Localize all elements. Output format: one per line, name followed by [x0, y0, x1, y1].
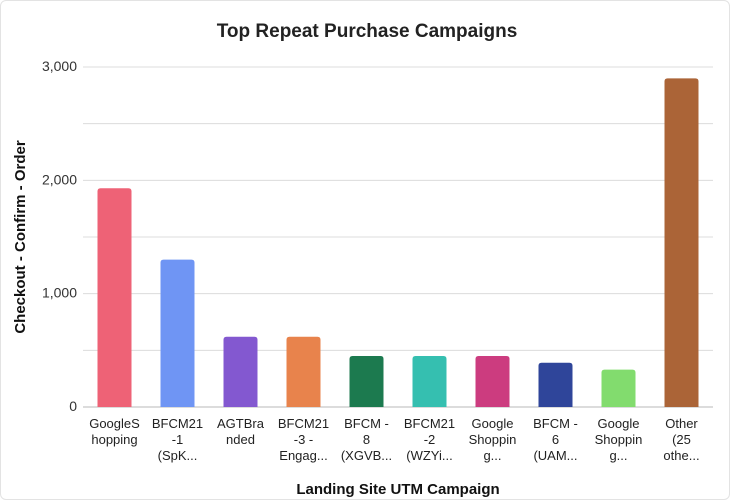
x-category-label: BFCM -6 (UAM...: [533, 416, 578, 463]
y-tick-label: 1,000: [42, 285, 77, 301]
x-category-label: Google Shoppin g...: [595, 416, 643, 463]
y-tick-label: 0: [69, 398, 77, 414]
bar[interactable]: [601, 369, 636, 407]
y-axis-ticks: 0 1,000 2,000 3,000: [42, 58, 77, 414]
x-category-label: Other (25 othe...: [663, 416, 699, 463]
x-category-label: AGTBra nded: [217, 416, 265, 447]
bar[interactable]: [286, 336, 321, 407]
x-category-label: Google Shoppin g...: [469, 416, 517, 463]
y-tick-label: 2,000: [42, 171, 77, 187]
bars: [97, 78, 699, 407]
bar[interactable]: [223, 336, 258, 407]
bar[interactable]: [160, 259, 195, 407]
x-category-label: BFCM -8 (XGVB...: [341, 416, 392, 463]
x-axis-categories: GoogleS hopping BFCM21 -1 (SpK... AGTBra nded B…: [89, 416, 699, 463]
bar[interactable]: [538, 362, 573, 407]
y-tick-label: 3,000: [42, 58, 77, 74]
x-axis-title: Landing Site UTM Campaign: [296, 481, 499, 498]
x-category-label: BFCM21 -2 (WZYi...: [404, 416, 455, 463]
bar[interactable]: [412, 356, 447, 407]
bar[interactable]: [97, 188, 132, 407]
y-axis-title: Checkout - Confirm - Order: [12, 140, 29, 334]
bar[interactable]: [475, 356, 510, 407]
chart-title: Top Repeat Purchase Campaigns: [217, 21, 518, 42]
bar[interactable]: [664, 78, 699, 407]
bar[interactable]: [349, 356, 384, 407]
x-category-label: GoogleS hopping: [89, 416, 140, 447]
x-category-label: BFCM21 -3 -Engag...: [278, 416, 329, 463]
x-category-label: BFCM21 -1 (SpK...: [152, 416, 203, 463]
